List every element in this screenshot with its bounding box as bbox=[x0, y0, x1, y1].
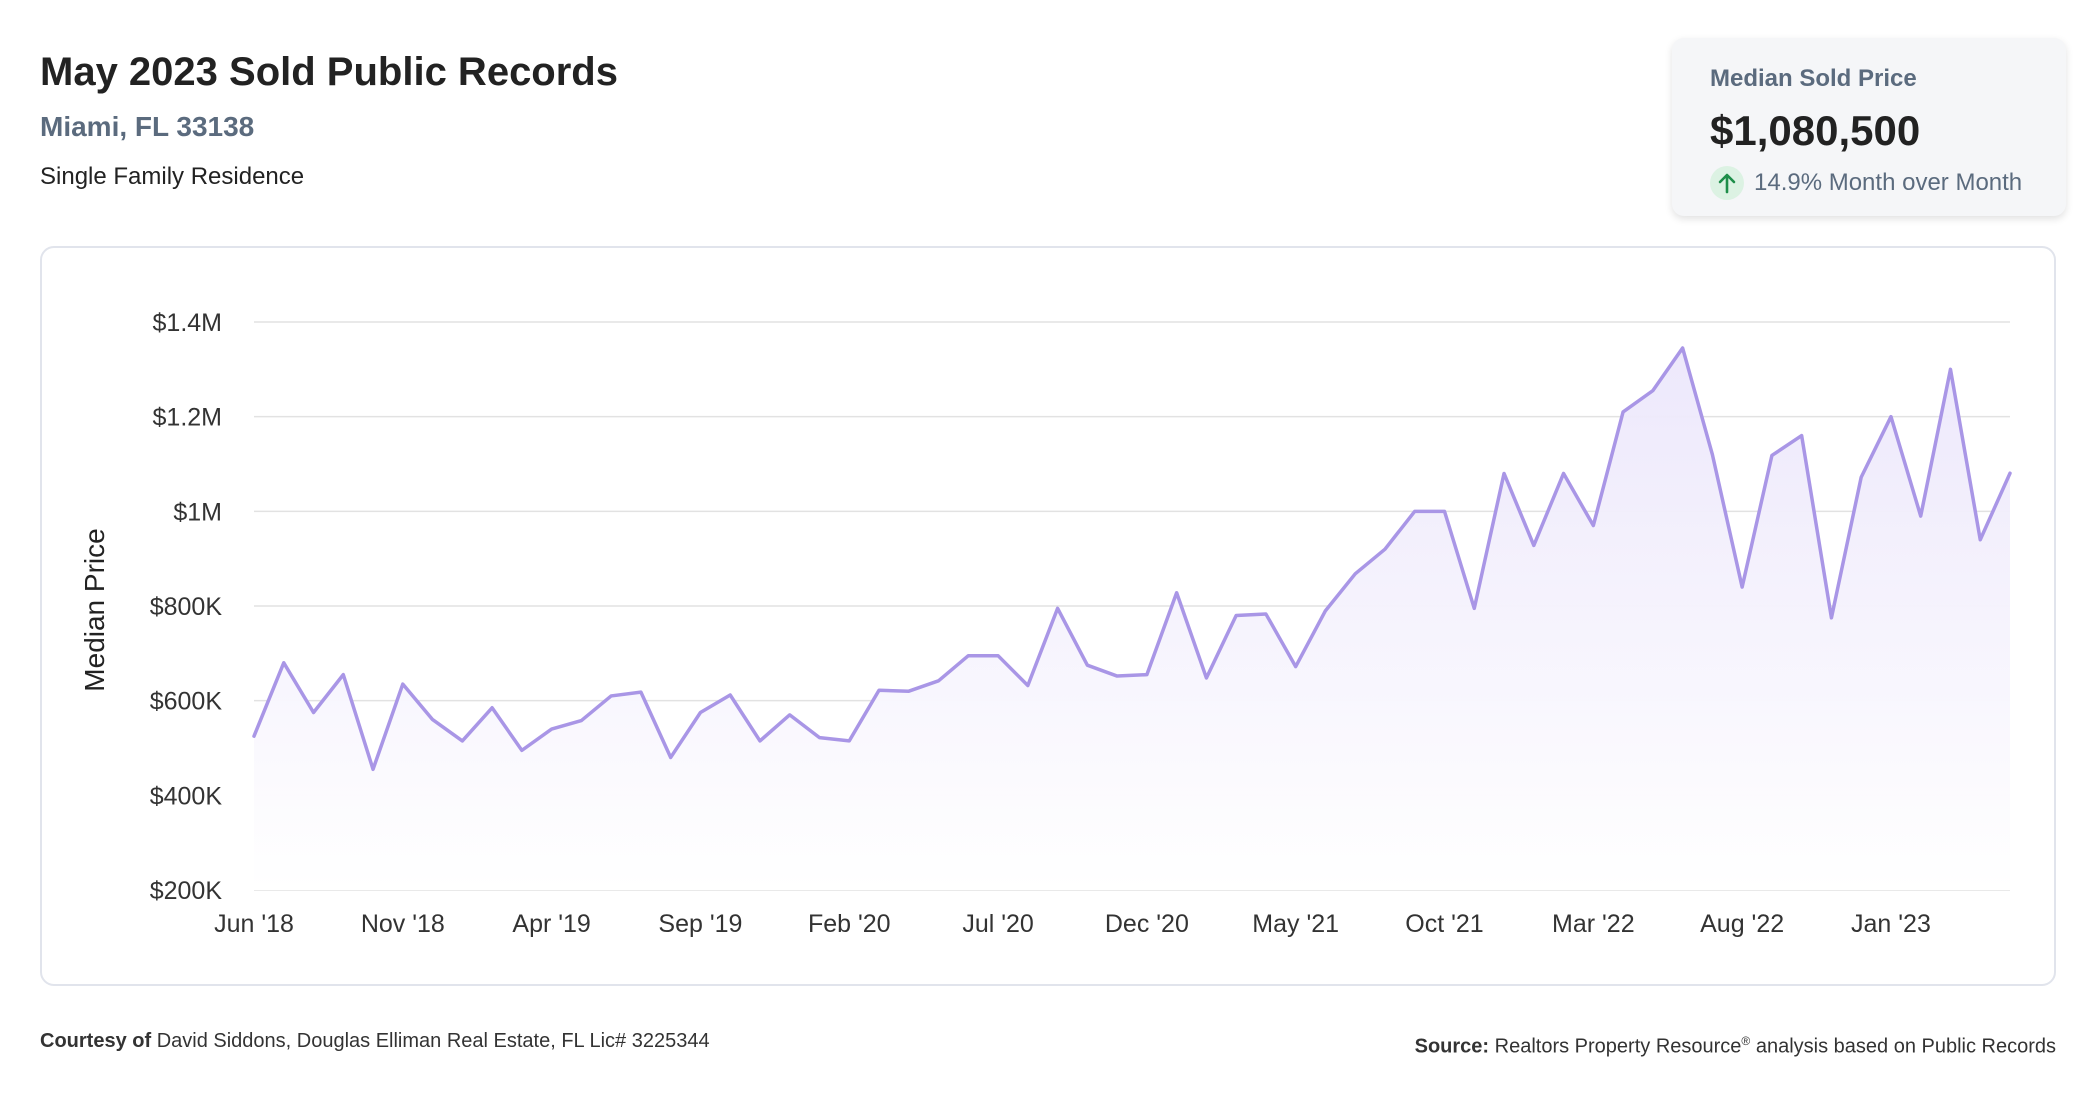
median-price-card: Median Sold Price $1,080,500 14.9% Month… bbox=[1672, 38, 2066, 216]
y-axis-title: Median Price bbox=[79, 528, 110, 691]
x-tick-label: Jan '23 bbox=[1851, 910, 1931, 938]
stat-change-text: 14.9% Month over Month bbox=[1754, 169, 2023, 196]
courtesy-label: Courtesy of bbox=[40, 1030, 152, 1052]
x-tick-label: Apr '19 bbox=[512, 910, 590, 938]
source-label: Source: bbox=[1414, 1035, 1490, 1058]
arrow-up-icon bbox=[1710, 166, 1744, 200]
y-tick-label: $800K bbox=[150, 593, 223, 621]
x-tick-label: Oct '21 bbox=[1405, 910, 1483, 938]
source-text-post: analysis based on Public Records bbox=[1755, 1035, 2056, 1058]
x-tick-label: Nov '18 bbox=[361, 910, 445, 938]
y-tick-label: $1.2M bbox=[153, 404, 222, 432]
median-price-chart: $1.4M $1.2M $1M $800K $600K $400K $200K Jun '1… bbox=[79, 309, 2012, 938]
location-subtitle: Miami, FL 33138 bbox=[40, 111, 255, 142]
y-tick-label: $600K bbox=[150, 688, 223, 716]
registered-mark: ® bbox=[1741, 1034, 1751, 1048]
courtesy-footer: Courtesy of David Siddons, Douglas Ellim… bbox=[40, 1028, 710, 1054]
price-line bbox=[252, 346, 2012, 772]
y-tick-label: $200K bbox=[150, 877, 223, 905]
header: May 2023 Sold Public Records Miami, FL 3… bbox=[40, 48, 618, 192]
y-tick-label: $400K bbox=[150, 782, 223, 810]
x-tick-label: May '21 bbox=[1252, 910, 1339, 938]
courtesy-text: David Siddons, Douglas Elliman Real Esta… bbox=[156, 1030, 710, 1052]
x-tick-label: Feb '20 bbox=[808, 910, 891, 938]
x-tick-label: Jul '20 bbox=[962, 910, 1033, 938]
price-area bbox=[254, 348, 2010, 890]
y-tick-label: $1.4M bbox=[153, 309, 222, 337]
x-tick-label: Jun '18 bbox=[214, 910, 294, 938]
x-tick-label: Dec '20 bbox=[1105, 910, 1189, 938]
page-title: May 2023 Sold Public Records bbox=[40, 50, 618, 94]
x-tick-label: Mar '22 bbox=[1552, 910, 1635, 938]
x-tick-label: Aug '22 bbox=[1700, 910, 1784, 938]
x-axis-ticks: Jun '18 Nov '18 Apr '19 Sep '19 Feb '20 Jul '… bbox=[214, 910, 1931, 938]
chart-container: $1.4M $1.2M $1M $800K $600K $400K $200K Jun '1… bbox=[40, 246, 2056, 986]
property-type: Single Family Residence bbox=[40, 163, 305, 190]
stat-label: Median Sold Price bbox=[1710, 65, 1917, 92]
source-text: Realtors Property Resource bbox=[1494, 1035, 1742, 1058]
stat-change: 14.9% Month over Month bbox=[1710, 166, 2066, 200]
y-tick-label: $1M bbox=[173, 498, 222, 526]
x-tick-label: Sep '19 bbox=[658, 910, 742, 938]
stat-value: $1,080,500 bbox=[1710, 107, 1921, 154]
y-axis-ticks: $1.4M $1.2M $1M $800K $600K $400K $200K bbox=[150, 309, 223, 905]
source-footer: Source: Realtors Property Resource® anal… bbox=[1415, 1028, 2056, 1060]
